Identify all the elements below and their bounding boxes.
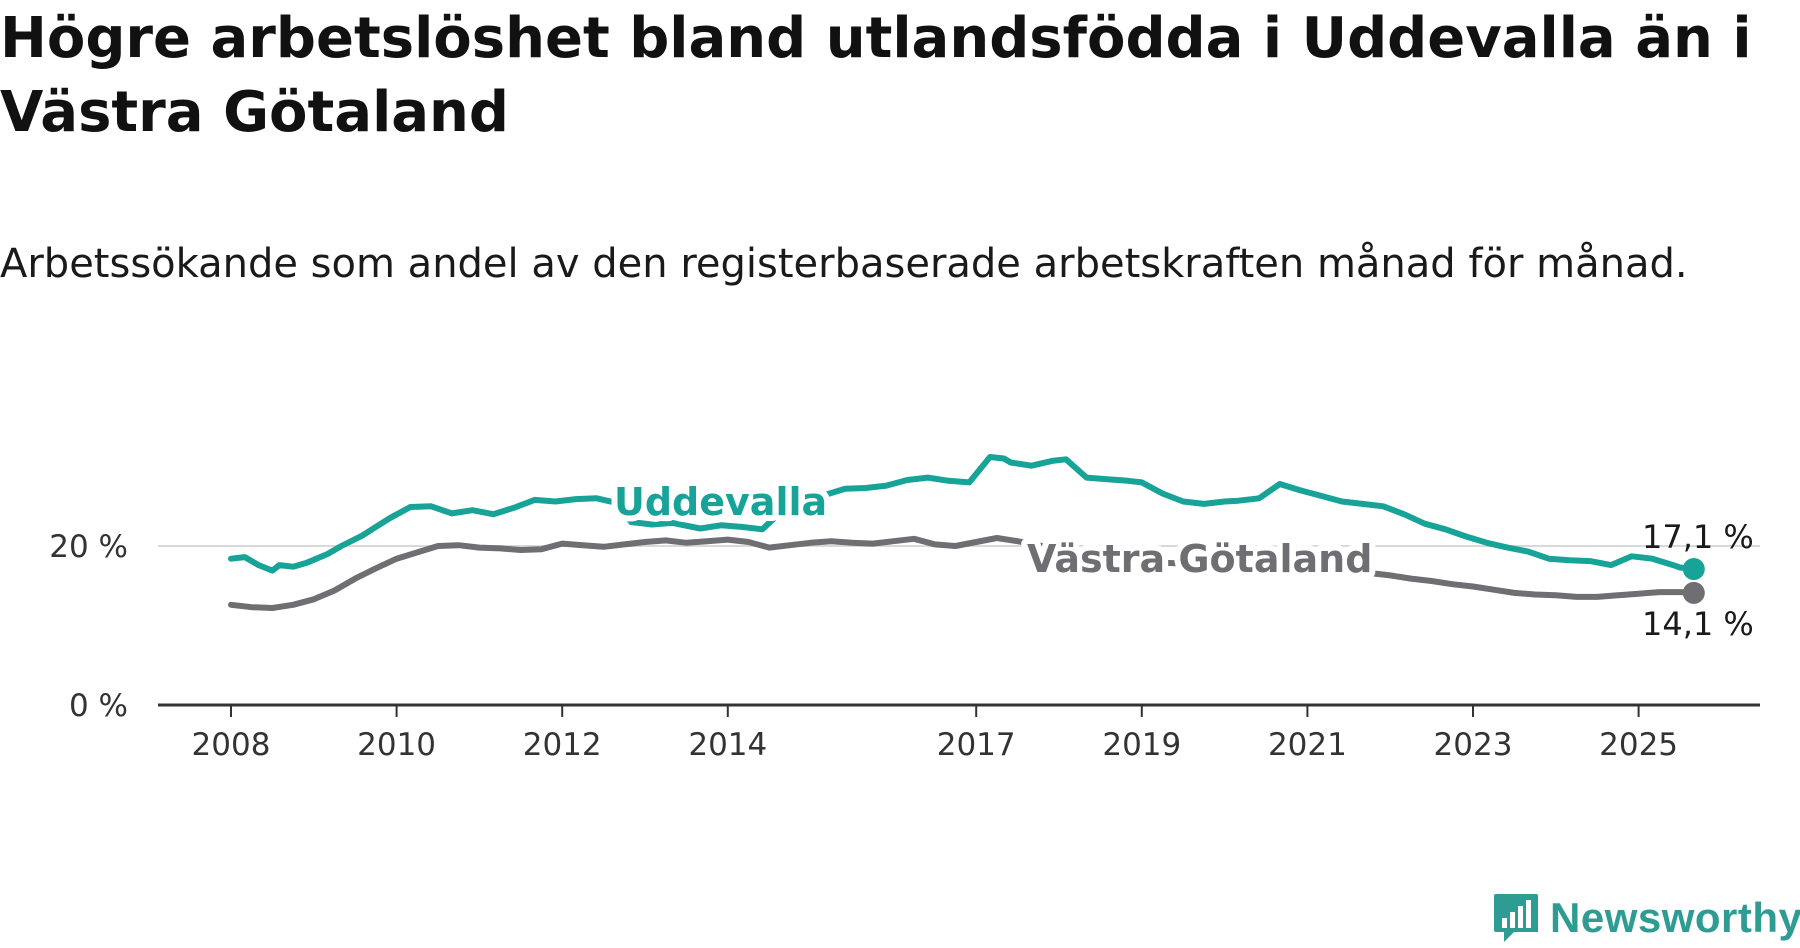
y-tick-label: 0 %: [69, 688, 128, 724]
series-line-vastra-gotaland: [228, 535, 1697, 611]
x-tick-label: 2010: [357, 727, 436, 763]
line-chart: 2008 2010 2012 2014 2017 2019 2021 2023 2025 0 %…: [49, 454, 1760, 763]
end-point-vastra-gotaland: [1682, 581, 1705, 604]
series-line-uddevalla: [228, 454, 1697, 574]
x-tick-label: 2021: [1268, 727, 1347, 763]
newsworthy-bar-chart-icon: [1494, 894, 1538, 942]
chart-title: Högre arbetslöshet bland utlandsfödda i …: [0, 6, 1752, 145]
end-label-uddevalla: 17,1 %: [1642, 518, 1754, 556]
y-tick-label: 20 %: [49, 529, 128, 565]
series-label-vastra-gotaland-halo: Västra Götaland: [1027, 537, 1372, 581]
brand-name: Newsworthy: [1550, 894, 1800, 941]
x-tick-label: 2025: [1599, 727, 1678, 763]
end-point-uddevalla: [1682, 558, 1705, 581]
newsworthy-logo[interactable]: Newsworthy: [1492, 888, 1800, 948]
x-tick-label: 2008: [192, 727, 271, 763]
series-label-vastra-gotaland: Västra Götaland: [1027, 537, 1372, 581]
x-tick-label: 2012: [523, 727, 602, 763]
y-axis-labels: 0 % 20 %: [49, 529, 128, 724]
end-label-vastra-gotaland: 14,1 %: [1642, 605, 1754, 643]
series-label-uddevalla-halo: Uddevalla: [614, 480, 827, 524]
x-tick-label: 2019: [1102, 727, 1181, 763]
chart-subtitle: Arbetssökande som andel av den registerb…: [0, 241, 1688, 287]
x-tick-label: 2023: [1434, 727, 1513, 763]
series-label-uddevalla: Uddevalla: [614, 480, 827, 524]
x-axis: 2008 2010 2012 2014 2017 2019 2021 2023 2025: [158, 703, 1760, 763]
series-lines: [228, 454, 1705, 611]
x-tick-label: 2014: [688, 727, 767, 763]
x-tick-label: 2017: [937, 727, 1016, 763]
